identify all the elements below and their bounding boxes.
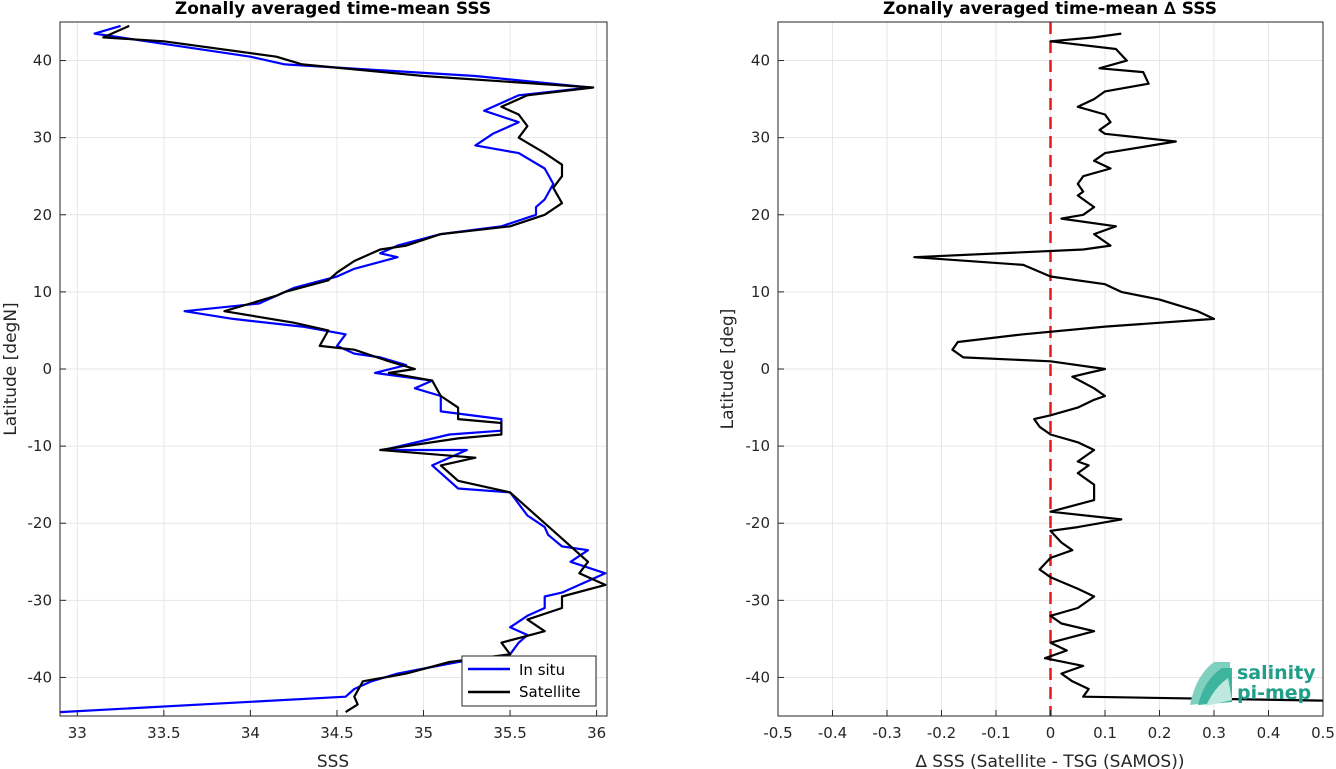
x-tick-label: 0.2 — [1148, 724, 1172, 742]
y-tick-label: -30 — [28, 591, 53, 609]
y-axis-label: Latitude [deg] — [718, 309, 738, 430]
y-tick-label: -40 — [28, 668, 53, 686]
x-tick-label: 0.1 — [1093, 724, 1117, 742]
x-tick-label: -0.2 — [927, 724, 956, 742]
y-axis-label: Latitude [degN] — [1, 302, 21, 435]
y-tick-label: 10 — [33, 283, 52, 301]
legend-label-satellite: Satellite — [519, 683, 580, 701]
series-line-delta-sss — [913, 32, 1324, 702]
y-tick-label: 40 — [751, 52, 770, 70]
x-tick-label: 36 — [587, 724, 606, 742]
x-tick-label: 0 — [1046, 724, 1056, 742]
x-tick-label: 35 — [414, 724, 433, 742]
legend: In situ Satellite — [461, 655, 597, 707]
y-tick-label: -10 — [746, 437, 771, 455]
x-tick-label: 0.3 — [1202, 724, 1226, 742]
salinity-pi-mep-logo: salinity pi-mep — [1190, 662, 1316, 706]
grid-lines — [60, 22, 607, 716]
y-tick-label: -30 — [746, 591, 771, 609]
x-tick-label: 0.5 — [1311, 724, 1335, 742]
x-tick-label: 35.5 — [493, 724, 526, 742]
legend-box — [461, 655, 597, 707]
y-tick-label: 20 — [751, 206, 770, 224]
y-tick-label: 0 — [760, 360, 770, 378]
series-lines — [59, 24, 607, 714]
series-lines — [913, 32, 1324, 702]
chart-title: Zonally averaged time-mean SSS — [175, 0, 491, 19]
y-tick-label: 0 — [42, 360, 52, 378]
y-tick-label: 40 — [33, 52, 52, 70]
y-tick-label: 10 — [751, 283, 770, 301]
series-line-in-situ — [59, 24, 607, 714]
logo-line-2: pi-mep — [1237, 682, 1311, 704]
legend-label-in-situ: In situ — [519, 661, 565, 679]
x-tick-label: -0.5 — [763, 724, 792, 742]
tick-labels: 33 33.5 34 34.5 35 35.5 36 -40 -30 -20 -10 0 10 20 30 4… — [28, 52, 607, 742]
x-axis-label: SSS — [317, 752, 349, 769]
x-tick-label: -0.3 — [872, 724, 901, 742]
x-tick-label: 33.5 — [147, 724, 180, 742]
y-tick-label: 30 — [33, 129, 52, 147]
chart-title: Zonally averaged time-mean ∆ SSS — [883, 0, 1217, 19]
logo-line-1: salinity — [1237, 662, 1316, 684]
y-tick-label: 20 — [33, 206, 52, 224]
y-tick-label: 30 — [751, 129, 770, 147]
y-tick-label: -40 — [746, 668, 771, 686]
x-tick-label: -0.1 — [981, 724, 1010, 742]
x-tick-label: 34.5 — [320, 724, 353, 742]
salinity-wave-icon — [1190, 662, 1232, 706]
x-tick-label: 0.4 — [1257, 724, 1281, 742]
y-tick-label: -10 — [28, 437, 53, 455]
x-tick-label: 33 — [68, 724, 87, 742]
x-tick-label: 34 — [241, 724, 260, 742]
x-axis-label: ∆ SSS (Satellite - TSG (SAMOS)) — [915, 752, 1185, 769]
panel-sss: 33 33.5 34 34.5 35 35.5 36 -40 -30 -20 -10 0 10 20 30 4… — [1, 0, 608, 769]
tick-labels: -0.5 -0.4 -0.3 -0.2 -0.1 0 0.1 0.2 0.3 0.4 0.5 -40 -… — [746, 52, 1335, 742]
y-tick-label: -20 — [746, 514, 771, 532]
y-tick-label: -20 — [28, 514, 53, 532]
x-tick-label: -0.4 — [818, 724, 847, 742]
series-line-satellite — [102, 24, 607, 714]
panel-delta-sss: -0.5 -0.4 -0.3 -0.2 -0.1 0 0.1 0.2 0.3 0.4 0.5 -40 -… — [718, 0, 1335, 769]
